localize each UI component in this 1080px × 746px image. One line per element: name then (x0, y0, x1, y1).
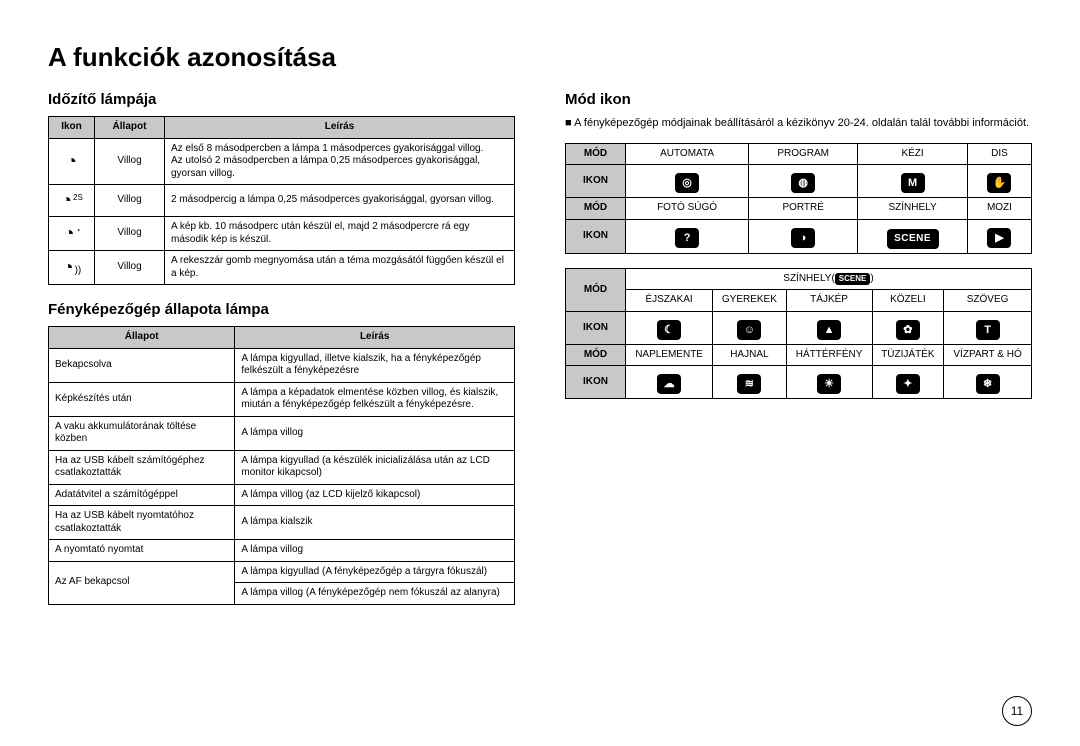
b2r3-c3: TÜZIJÁTÉK (872, 344, 944, 366)
timer-desc-3: A rekeszzár gomb megnyomása után a téma … (165, 251, 515, 285)
b1r2-i3: ✋ (967, 165, 1031, 198)
page-title: A funkciók azonosítása (48, 42, 1032, 73)
right-column: Mód ikon ■ A fényképezőgép módjainak beá… (565, 91, 1032, 605)
status-d0: A lámpa kigyullad, illetve kialszik, ha … (235, 348, 515, 382)
page-number: 11 (1002, 696, 1032, 726)
timer-status-3: Villog (95, 251, 165, 285)
b2r1-c1: GYEREKEK (713, 290, 786, 312)
b2r1-c3: KÖZELI (872, 290, 944, 312)
b1r4-i1: ◑ (749, 219, 858, 253)
mode-block1: MÓD AUTOMATA PROGRAM KÉZI DIS IKON ◎ ◍ M… (565, 143, 1032, 254)
timer-status-0: Villog (95, 138, 165, 185)
b2r3-label: MÓD (566, 344, 626, 366)
b2r3-c4: VÍZPART & HÓ (944, 344, 1032, 366)
status-d3: A lámpa kigyullad (a készülék inicializá… (235, 450, 515, 484)
b2r2-i0: ☾ (626, 311, 713, 344)
timer-desc-1: 2 másodpercig a lámpa 0,25 másodperces g… (165, 185, 515, 217)
timer-icon-2: ◔◔ (49, 217, 95, 251)
mode-note: ■ A fényképezőgép módjainak beállításáró… (565, 116, 1032, 131)
b2r3-c2: HÁTTÉRFÉNY (786, 344, 872, 366)
b1r3-label: MÓD (566, 198, 626, 220)
b2-header-cell: SZÍNHELY(SCENE) (626, 268, 1032, 290)
mode-note-text: A fényképezőgép módjainak beállításáról … (574, 117, 1029, 129)
b2r1-c0: ÉJSZAKAI (626, 290, 713, 312)
timer-status-2: Villog (95, 217, 165, 251)
timer-icon-3: ◔)) (49, 251, 95, 285)
timer-col-desc: Leírás (165, 117, 515, 139)
timer-status-1: Villog (95, 185, 165, 217)
status-d5: A lámpa kialszik (235, 506, 515, 540)
status-col-state: Állapot (49, 327, 235, 349)
b2r2-label: IKON (566, 311, 626, 344)
b1r4-i3: ▶ (967, 219, 1031, 253)
status-s5: Ha az USB kábelt nyomtatóhoz csatlakozta… (49, 506, 235, 540)
b2r4-i1: ≋ (713, 366, 786, 399)
status-d2: A lámpa villog (235, 416, 515, 450)
status-d7b: A lámpa villog (A fényképezőgép nem fóku… (235, 583, 515, 605)
status-d4: A lámpa villog (az LCD kijelző kikapcsol… (235, 484, 515, 506)
status-d1: A lámpa a képadatok elmentése közben vil… (235, 382, 515, 416)
b2r3-c0: NAPLEMENTE (626, 344, 713, 366)
b1r2-label: IKON (566, 165, 626, 198)
b1r3-c2: SZÍNHELY (858, 198, 968, 220)
b1r3-c0: FOTÓ SÚGÓ (626, 198, 749, 220)
timer-col-status: Állapot (95, 117, 165, 139)
b2r4-i4: ❄ (944, 366, 1032, 399)
status-heading: Fényképezőgép állapota lámpa (48, 301, 515, 318)
status-table: Állapot Leírás BekapcsolvaA lámpa kigyul… (48, 326, 515, 605)
b2r4-label: IKON (566, 366, 626, 399)
timer-icon-1: ◔2S (49, 185, 95, 217)
bullet-icon: ■ (565, 117, 572, 129)
timer-desc-2: A kép kb. 10 másodperc után készül el, m… (165, 217, 515, 251)
status-s4: Adatátvitel a számítógéppel (49, 484, 235, 506)
status-s7: Az AF bekapcsol (49, 561, 235, 604)
b1r1-label: MÓD (566, 143, 626, 165)
timer-icon-0: ◔ (49, 138, 95, 185)
b1r1-c3: DIS (967, 143, 1031, 165)
status-s2: A vaku akkumulátorának töltése közben (49, 416, 235, 450)
b2-header-badge: SCENE (835, 273, 871, 285)
b2r4-i0: ☁ (626, 366, 713, 399)
b2-header-label: MÓD (566, 268, 626, 311)
status-s6: A nyomtató nyomtat (49, 540, 235, 562)
b1r3-c3: MOZI (967, 198, 1031, 220)
status-s1: Képkészítés után (49, 382, 235, 416)
status-s0: Bekapcsolva (49, 348, 235, 382)
b1r2-i0: ◎ (626, 165, 749, 198)
status-d6: A lámpa villog (235, 540, 515, 562)
b2r3-c1: HAJNAL (713, 344, 786, 366)
b2r4-i3: ✦ (872, 366, 944, 399)
status-d7a: A lámpa kigyullad (A fényképezőgép a tár… (235, 561, 515, 583)
b1r1-c1: PROGRAM (749, 143, 858, 165)
b1r2-i1: ◍ (749, 165, 858, 198)
b1r2-i2: M (858, 165, 968, 198)
mode-block2: MÓD SZÍNHELY(SCENE) ÉJSZAKAI GYEREKEK TÁ… (565, 268, 1032, 400)
b2r2-i2: ▲ (786, 311, 872, 344)
b2r4-i2: ☀ (786, 366, 872, 399)
status-s3: Ha az USB kábelt számítógéphez csatlakoz… (49, 450, 235, 484)
timer-table: Ikon Állapot Leírás ◔ Villog Az első 8 m… (48, 116, 515, 285)
b2-header-text: SZÍNHELY (783, 273, 831, 284)
status-col-desc: Leírás (235, 327, 515, 349)
b1r1-c0: AUTOMATA (626, 143, 749, 165)
b2r1-c4: SZÖVEG (944, 290, 1032, 312)
b1r1-c2: KÉZI (858, 143, 968, 165)
two-column-layout: Időzítő lámpája Ikon Állapot Leírás ◔ Vi… (48, 91, 1032, 605)
b1r3-c1: PORTRÉ (749, 198, 858, 220)
b2r2-i4: T (944, 311, 1032, 344)
timer-heading: Időzítő lámpája (48, 91, 515, 108)
timer-desc-0: Az első 8 másodpercben a lámpa 1 másodpe… (165, 138, 515, 185)
timer-col-icon: Ikon (49, 117, 95, 139)
mode-heading: Mód ikon (565, 91, 1032, 108)
b1r4-i2: SCENE (858, 219, 968, 253)
b1r4-label: IKON (566, 219, 626, 253)
b2r2-i3: ✿ (872, 311, 944, 344)
left-column: Időzítő lámpája Ikon Állapot Leírás ◔ Vi… (48, 91, 515, 605)
b2r2-i1: ☺ (713, 311, 786, 344)
b2r1-c2: TÁJKÉP (786, 290, 872, 312)
b1r4-i0: ? (626, 219, 749, 253)
